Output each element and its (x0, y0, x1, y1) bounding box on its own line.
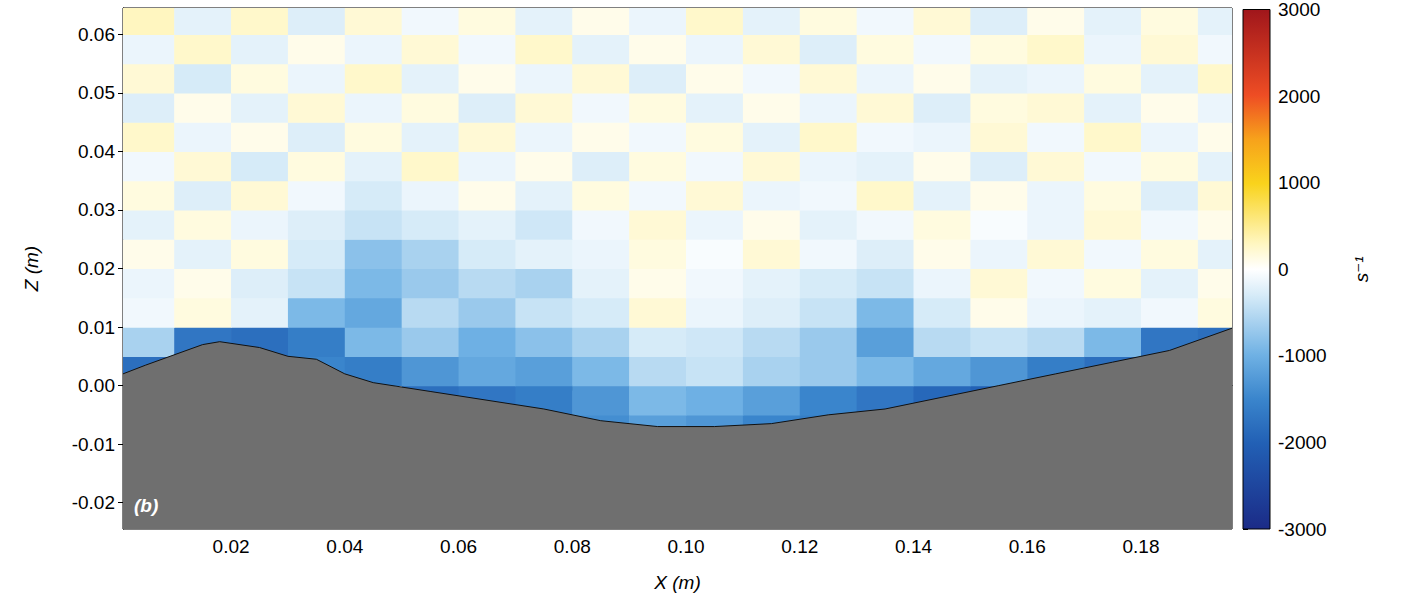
svg-text:0.02: 0.02 (213, 536, 250, 557)
svg-text:s⁻¹: s⁻¹ (1351, 256, 1372, 282)
svg-text:0.12: 0.12 (781, 536, 818, 557)
svg-text:X (m): X (m) (653, 572, 700, 593)
svg-text:0.04: 0.04 (78, 141, 115, 162)
svg-text:0.18: 0.18 (1123, 536, 1160, 557)
svg-text:0.06: 0.06 (78, 24, 115, 45)
svg-text:0.08: 0.08 (554, 536, 591, 557)
svg-text:0.16: 0.16 (1009, 536, 1046, 557)
svg-text:0.05: 0.05 (78, 82, 115, 103)
svg-text:-2000: -2000 (1278, 432, 1327, 453)
svg-text:0.06: 0.06 (440, 536, 477, 557)
svg-text:0.10: 0.10 (668, 536, 705, 557)
svg-text:3000: 3000 (1278, 0, 1320, 20)
svg-text:0.03: 0.03 (78, 199, 115, 220)
svg-text:0.02: 0.02 (78, 258, 115, 279)
svg-text:0.01: 0.01 (78, 317, 115, 338)
svg-text:(b): (b) (134, 495, 158, 516)
svg-text:Z (m): Z (m) (21, 246, 42, 292)
svg-text:1000: 1000 (1278, 172, 1320, 193)
svg-text:-0.02: -0.02 (72, 492, 115, 513)
svg-text:-0.01: -0.01 (72, 434, 115, 455)
svg-text:-1000: -1000 (1278, 345, 1327, 366)
svg-text:-3000: -3000 (1278, 519, 1327, 540)
svg-text:0.00: 0.00 (78, 375, 115, 396)
svg-text:0.14: 0.14 (895, 536, 932, 557)
svg-text:2000: 2000 (1278, 86, 1320, 107)
svg-text:0.04: 0.04 (326, 536, 363, 557)
svg-text:0: 0 (1278, 259, 1289, 280)
